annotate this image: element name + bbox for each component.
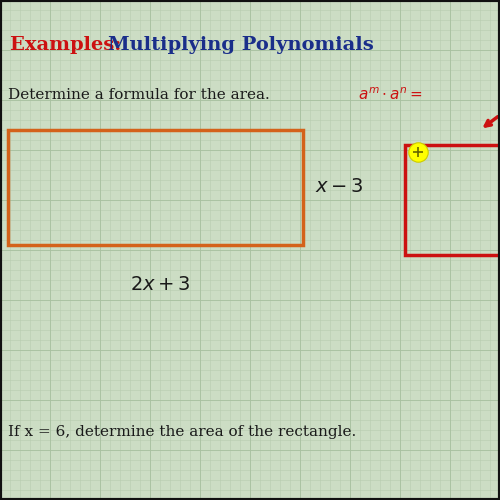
Text: $2x + 3$: $2x + 3$ bbox=[130, 276, 190, 294]
Text: $x - 3$: $x - 3$ bbox=[315, 178, 364, 196]
Text: Determine a formula for the area.: Determine a formula for the area. bbox=[8, 88, 270, 102]
Bar bbox=[405, 145, 500, 255]
Text: Examples:: Examples: bbox=[10, 36, 135, 54]
Bar bbox=[8, 130, 303, 245]
Text: $a^m \cdot a^n =$: $a^m \cdot a^n =$ bbox=[358, 86, 423, 104]
Text: Multiplying Polynomials: Multiplying Polynomials bbox=[108, 36, 374, 54]
Text: If x = 6, determine the area of the rectangle.: If x = 6, determine the area of the rect… bbox=[8, 425, 356, 439]
